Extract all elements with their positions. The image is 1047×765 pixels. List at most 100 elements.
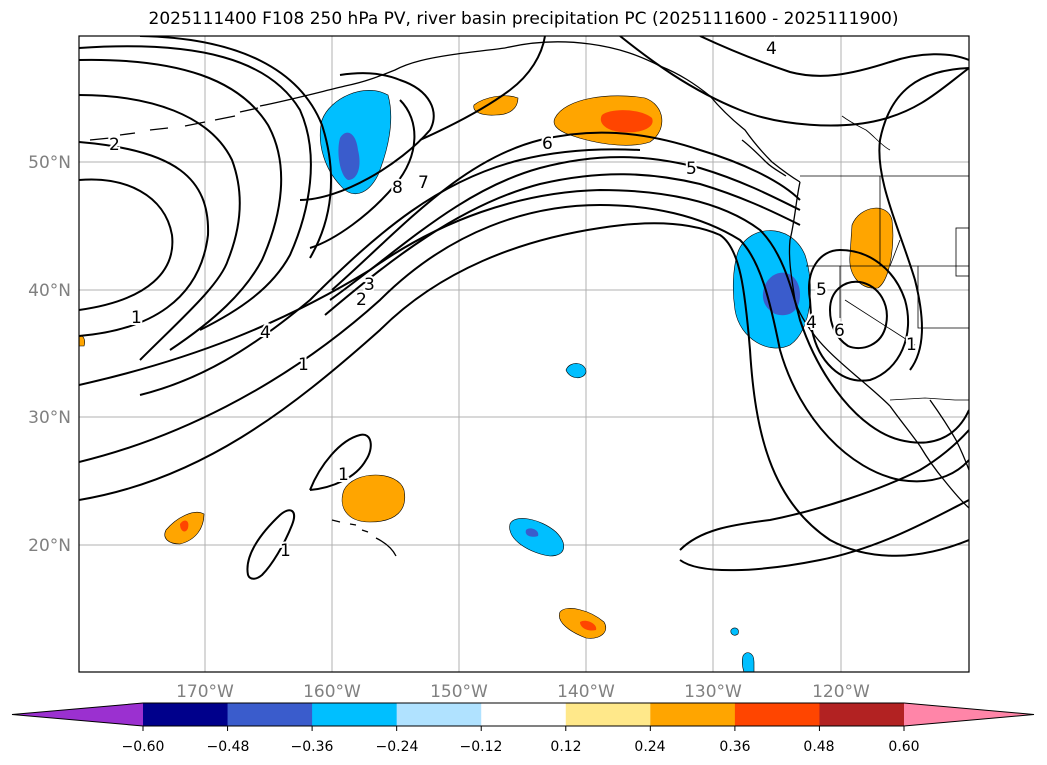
pv-contour-cutoff-5 <box>808 248 910 382</box>
colorbar-tick-label: 0.48 <box>803 739 834 755</box>
alaska-peninsula <box>259 47 506 107</box>
contour-label: 6 <box>834 321 845 341</box>
lon-label-160w: 160°W <box>303 682 361 702</box>
colorbar-swatch <box>312 703 398 726</box>
us-mexico-border <box>889 397 969 401</box>
colorbar-tick-label: 0.36 <box>719 739 750 755</box>
positive-anomaly-edge <box>79 335 85 347</box>
lat-label-40n: 40°N <box>28 281 71 301</box>
colorbar-swatch <box>819 703 905 726</box>
pv-contour-high-1 <box>79 94 241 361</box>
colorbar-tick-label: −0.12 <box>460 739 503 755</box>
contour-label: 7 <box>418 173 429 193</box>
positive-anomaly-north-pacific <box>473 95 519 116</box>
graticule <box>79 36 969 672</box>
lon-label-170w: 170°W <box>176 682 234 702</box>
pv-contour-north <box>419 36 546 141</box>
colorbar-extension-low <box>12 703 143 726</box>
contour-label: 2 <box>109 135 120 155</box>
coast-detail-1 <box>841 115 891 151</box>
pv-contour-labels: 2 1 4 1 2 3 8 7 6 5 4 1 5 4 6 1 1 <box>107 37 919 563</box>
pv-contour-east-low <box>878 67 969 371</box>
lon-label-150w: 150°W <box>430 682 488 702</box>
pv-contour-7 <box>299 72 435 201</box>
positive-anomaly-great-basin <box>849 207 894 289</box>
pv-contour-1-west <box>79 141 210 337</box>
pv-contour-cutoff-6 <box>828 280 888 350</box>
contour-label: 3 <box>364 275 375 295</box>
negative-anomaly-gulf-of-alaska-core <box>338 132 360 180</box>
aleutian-islands <box>89 107 259 141</box>
precipitation-anomalies <box>79 90 894 672</box>
lat-label-50n: 50°N <box>28 153 71 173</box>
vancouver-island <box>741 139 787 177</box>
map-plot-area <box>79 36 969 672</box>
us-west-coast <box>788 181 891 407</box>
pv-contour-high-4 <box>139 36 332 259</box>
contour-label: 1 <box>280 541 291 561</box>
hawaiian-islands <box>331 519 397 557</box>
colorbar-swatch <box>734 703 820 726</box>
contour-label: 5 <box>686 159 697 179</box>
pv-contour-2 <box>79 203 969 483</box>
negative-anomaly-small-1 <box>565 363 587 379</box>
pv-contour-4 <box>139 148 641 396</box>
colorbar-swatch <box>143 703 229 726</box>
pv-contour-8 <box>309 99 416 249</box>
political-borders <box>800 115 969 401</box>
contour-label: 4 <box>806 313 817 333</box>
contour-label: 1 <box>338 465 349 485</box>
map-frame <box>78 35 970 673</box>
colorbar-swatch <box>396 703 482 726</box>
coastlines <box>89 41 969 557</box>
colorbar-swatch <box>565 703 651 726</box>
contour-label: 1 <box>906 335 917 355</box>
pv-contour-2-west <box>79 178 174 311</box>
colorbar-ticks: −0.60 −0.48 −0.36 −0.24 −0.12 0.12 0.24 … <box>122 739 920 755</box>
colorbar-tick-label: 0.60 <box>888 739 919 755</box>
baja-california <box>889 405 969 509</box>
lat-label-30n: 30°N <box>28 408 71 428</box>
lon-label-130w: 130°W <box>684 682 742 702</box>
colorbar-swatch <box>227 703 313 726</box>
contour-label: 4 <box>766 39 777 59</box>
negative-anomaly-east-of-hawaii-core <box>525 528 539 537</box>
pv-contour-1-hawaii <box>309 433 372 491</box>
contour-label: 2 <box>356 290 367 310</box>
negative-anomaly-small-3 <box>742 652 755 672</box>
positive-anomaly-west-core <box>180 520 189 532</box>
longitude-labels: 170°W 160°W 150°W 140°W 130°W 120°W <box>176 682 870 702</box>
state-box <box>955 227 969 277</box>
colorbar-tick-label: −0.36 <box>291 739 334 755</box>
latitude-labels: 50°N 40°N 30°N 20°N <box>28 153 71 556</box>
negative-anomaly-small-2 <box>730 627 739 636</box>
pv-contour-6 <box>331 131 801 291</box>
pv-contour-1-outer <box>79 222 969 557</box>
colorbar-tick-label: −0.24 <box>376 739 419 755</box>
pv-contours <box>79 36 969 580</box>
colorbar-tick-label: −0.60 <box>122 739 165 755</box>
colorbar-tick-label: −0.48 <box>207 739 250 755</box>
pv-contour-1-south <box>246 509 296 580</box>
colorbar-tick-label: 0.12 <box>550 739 581 755</box>
pv-contour-high-3 <box>79 45 312 331</box>
alaska-south-coast <box>504 41 711 97</box>
contour-label: 4 <box>260 323 271 343</box>
pv-contour-outer-1 <box>79 188 969 444</box>
contour-label: 6 <box>542 134 553 154</box>
bc-coast <box>709 95 801 183</box>
contour-label: 1 <box>298 355 309 375</box>
contour-label: 8 <box>392 178 403 198</box>
positive-anomaly-bc-coast-core <box>600 110 653 133</box>
colorbar-extension-high <box>904 703 1034 726</box>
lat-label-20n: 20°N <box>28 536 71 556</box>
negative-anomaly-california-core <box>762 272 800 316</box>
contour-label: 5 <box>816 280 827 300</box>
pv-contour-se-tail <box>679 499 969 572</box>
pv-contour-south-east <box>679 429 969 551</box>
pv-contour-3 <box>324 173 801 316</box>
colorbar-swatch <box>481 703 567 726</box>
colorbar-tick-label: 0.24 <box>634 739 665 755</box>
negative-anomaly-east-of-hawaii <box>509 518 564 557</box>
